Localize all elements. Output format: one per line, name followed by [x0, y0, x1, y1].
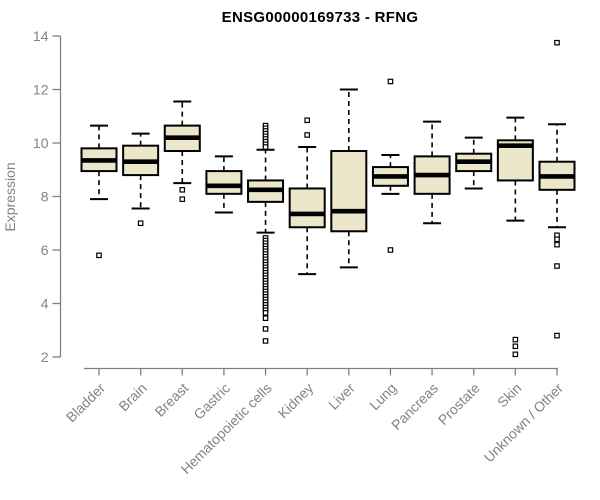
y-tick-label: 8 [41, 189, 49, 205]
box-group [288, 117, 326, 276]
outlier-point [554, 241, 560, 248]
y-tick-label: 12 [33, 82, 49, 98]
outlier-point [554, 39, 560, 46]
box-group [122, 132, 160, 227]
box-group [496, 116, 534, 358]
outlier-point [554, 263, 560, 269]
outlier-point [387, 78, 394, 85]
outlier-point [96, 252, 102, 259]
y-tick-label: 10 [33, 135, 49, 151]
outlier-point [512, 351, 519, 358]
iqr-box [205, 170, 243, 195]
y-tick-label: 2 [41, 349, 49, 365]
outlier-point [262, 326, 269, 332]
outlier-point [512, 336, 519, 343]
iqr-box [288, 187, 326, 229]
outlier-point [512, 343, 519, 350]
box-group [538, 39, 576, 339]
box-group [247, 122, 285, 344]
outlier-point [262, 315, 269, 322]
chart-title: ENSG00000169733 - RFNG [222, 9, 419, 26]
outlier-point [262, 310, 269, 316]
box-group [330, 88, 368, 269]
y-tick-label: 14 [33, 28, 49, 44]
outlier-point [137, 220, 144, 227]
y-axis-label: Expression [2, 162, 18, 231]
outlier-point [262, 338, 269, 344]
y-tick-label: 4 [41, 296, 49, 312]
outlier-point [262, 144, 269, 150]
box-group [455, 136, 493, 190]
outlier-point [387, 247, 394, 253]
y-tick-label: 6 [41, 242, 49, 258]
iqr-box [330, 150, 368, 233]
box-group [163, 100, 201, 202]
y-axis: 2 4 6 8 10 12 14 [33, 28, 62, 365]
box-group [371, 78, 409, 253]
outlier-point [554, 332, 560, 339]
outlier-point [304, 132, 310, 138]
box-group [205, 155, 243, 214]
outlier-point [304, 117, 310, 124]
box-group [80, 124, 118, 259]
plot-area [80, 39, 576, 358]
box-group [413, 120, 451, 225]
outlier-point [179, 196, 186, 202]
outlier-point [179, 187, 186, 193]
outlier-point [554, 236, 560, 243]
